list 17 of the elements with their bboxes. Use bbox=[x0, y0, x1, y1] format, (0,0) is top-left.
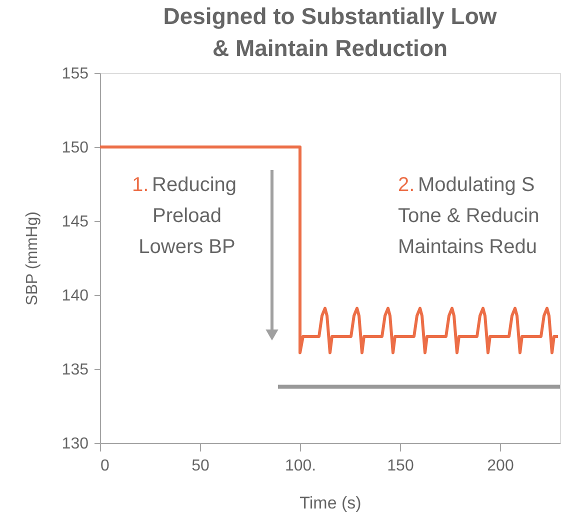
annotation: 2. Modulating S Tone & Reducin Maintains Redu bbox=[398, 174, 540, 258]
y-tick-label: 150 bbox=[62, 140, 89, 156]
y-tick-label: 155 bbox=[62, 66, 89, 82]
x-tick-label: 0 bbox=[100, 458, 110, 474]
chart-title: Designed to Substantially Low & Maintain Reduction bbox=[163, 3, 497, 61]
x-tick-label: 150 bbox=[387, 458, 414, 474]
line-series bbox=[100, 146, 560, 354]
y-tick-label: 145 bbox=[62, 214, 89, 230]
y-axis-title: SBP (mmHg) bbox=[24, 212, 41, 306]
y-tick-label: 140 bbox=[62, 288, 89, 304]
y-tick-label: 130 bbox=[62, 436, 89, 452]
x-tick-label: 50 bbox=[192, 458, 210, 474]
text: 1. Reducing Preload Lowers BP bbox=[132, 174, 237, 258]
y-tick-label: 135 bbox=[62, 362, 89, 378]
x-axis-title: Time (s) bbox=[300, 494, 362, 512]
x-tick-label: 200 bbox=[487, 458, 514, 474]
x-tick-label: 100. bbox=[284, 458, 316, 474]
